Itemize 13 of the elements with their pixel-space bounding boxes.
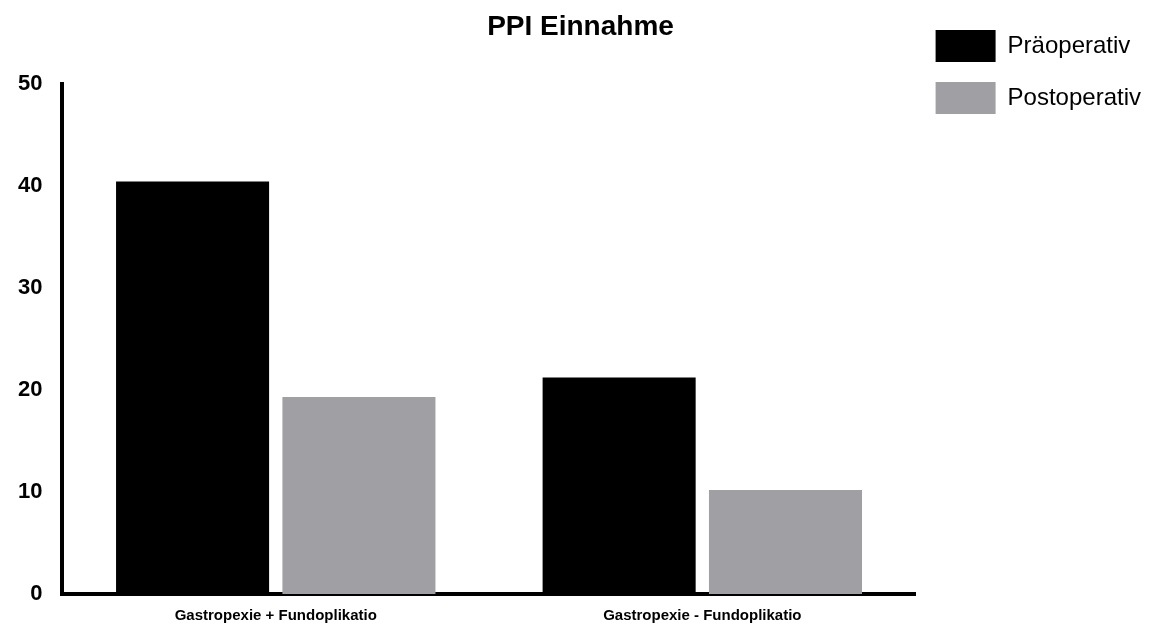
bar bbox=[282, 396, 436, 594]
x-tick-label: Gastropexie - Fundoplikatio bbox=[603, 606, 802, 624]
y-tick-label: 0 bbox=[30, 580, 43, 606]
bar bbox=[708, 489, 863, 594]
x-tick-label: Gastropexie + Fundoplikatio bbox=[174, 606, 377, 624]
y-tick-label: 40 bbox=[17, 171, 43, 197]
y-tick-label: 10 bbox=[17, 477, 43, 503]
y-tick-label: 30 bbox=[17, 273, 43, 299]
legend-label: Postoperativ bbox=[1007, 82, 1141, 110]
chart-title: PPI Einnahme bbox=[487, 9, 674, 41]
legend-label: Präoperativ bbox=[1007, 30, 1131, 58]
y-tick-label: 20 bbox=[17, 375, 43, 401]
y-tick-label: 50 bbox=[17, 69, 43, 95]
